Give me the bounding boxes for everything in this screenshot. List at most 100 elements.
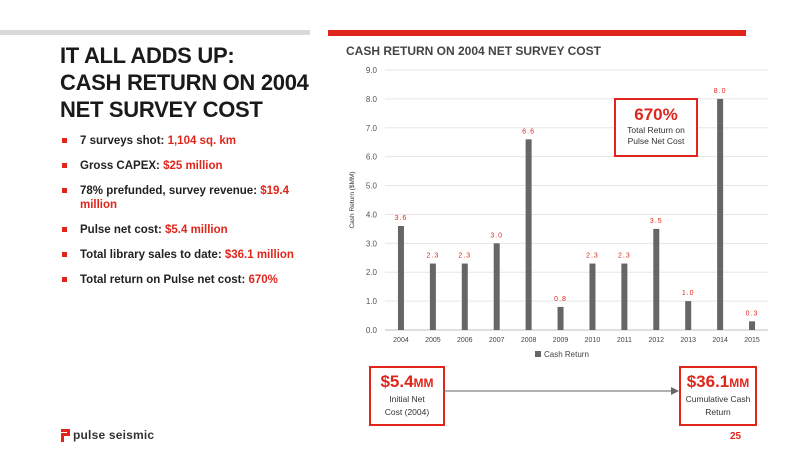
y-tick-label: 0.0 [366, 326, 378, 335]
bullet-text: Pulse net cost: [80, 224, 165, 236]
x-tick-label: 2015 [744, 337, 760, 344]
bullet-text: Total return on Pulse net cost: [80, 274, 249, 286]
cash-return-bar-chart: 0.0 1.0 2.0 3.0 4.0 5.0 6.0 7.0 8.0 9.0 Cash Retur… [349, 66, 768, 359]
top-red-rule [328, 30, 746, 36]
bar-2009 [557, 306, 564, 330]
x-tick-label: 2013 [680, 337, 696, 344]
data-label: 1.0 [682, 290, 695, 297]
bullet-item: Total library sales to date: $36.1 milli… [62, 248, 317, 262]
x-tick-label: 2008 [521, 337, 537, 344]
bullet-text: 7 surveys shot: [80, 135, 168, 147]
initial-cost-label-line-2: Cost (2004) [384, 407, 430, 417]
bullet-item: 78% prefunded, survey revenue: $19.4 mil… [62, 184, 317, 212]
x-tick-label: 2007 [489, 337, 505, 344]
bar-2012 [653, 228, 660, 330]
cumulative-return-unit: MM [729, 376, 750, 390]
bullet-highlight: $5.4 million [165, 224, 228, 236]
title-line-2: CASH RETURN ON 2004 [60, 70, 309, 95]
initial-cost-unit: MM [413, 376, 434, 390]
legend-swatch [535, 351, 541, 357]
bullet-text: Total library sales to date: [80, 249, 225, 261]
bar-2015 [749, 321, 756, 330]
y-tick-label: 7.0 [366, 124, 378, 133]
data-label: 0.3 [746, 310, 759, 317]
callout-label-line-2: Pulse Net Cost [627, 136, 685, 146]
bullet-highlight: $36.1 million [224, 249, 294, 261]
y-tick-label: 6.0 [366, 153, 378, 162]
bar-2011 [621, 263, 628, 330]
x-tick-label: 2011 [617, 337, 632, 344]
bar-2013 [685, 301, 692, 330]
logo-text: pulse seismic [73, 428, 155, 442]
cumulative-return-label-line-1: Cumulative Cash [685, 394, 751, 404]
y-tick-label: 1.0 [366, 297, 378, 306]
initial-net-cost-box: $5.4MM Initial Net Cost (2004) [369, 366, 445, 426]
bullet-item: Total return on Pulse net cost: 670% [62, 273, 317, 287]
bullet-square-icon [62, 188, 67, 193]
title-line-3: NET SURVEY COST [60, 97, 263, 122]
y-tick-label: 3.0 [366, 239, 378, 248]
data-label: 3.5 [650, 218, 663, 225]
x-tick-label: 2004 [393, 337, 409, 344]
y-tick-label: 5.0 [366, 182, 378, 191]
data-label: 3.0 [490, 232, 503, 239]
y-tick-label: 8.0 [366, 95, 378, 104]
bullet-highlight: $25 million [163, 160, 223, 172]
x-tick-label: 2010 [585, 337, 601, 344]
data-label: 2.3 [618, 253, 631, 260]
data-label: 8.0 [714, 88, 727, 95]
data-label: 2.3 [427, 253, 440, 260]
data-label: 3.6 [395, 215, 408, 222]
top-gray-rule [0, 30, 310, 35]
cumulative-return-box: $36.1MM Cumulative Cash Return [679, 366, 757, 426]
bar-2005 [429, 263, 436, 330]
bullet-highlight: 1,104 sq. km [167, 135, 236, 147]
cumulative-return-label-line-2: Return [705, 407, 731, 417]
bullet-text: Gross CAPEX: [80, 160, 164, 172]
bullet-item: 7 surveys shot: 1,104 sq. km [62, 134, 317, 148]
callout-label-line-1: Total Return on [627, 125, 685, 135]
cumulative-return-value: $36.1 [686, 372, 730, 391]
bar-2008 [525, 139, 532, 330]
data-label: 0.8 [554, 296, 567, 303]
page-number: 25 [730, 431, 742, 442]
initial-cost-label-line-1: Initial Net [389, 394, 425, 404]
title-line-1: IT ALL ADDS UP: [60, 43, 235, 68]
data-label: 6.6 [522, 128, 535, 135]
bar-2007 [493, 243, 500, 330]
bullet-item: Pulse net cost: $5.4 million [62, 223, 317, 237]
legend-label: Cash Return [544, 350, 589, 359]
y-tick-label: 2.0 [366, 268, 378, 277]
bar-2010 [589, 263, 596, 330]
bullet-item: Gross CAPEX: $25 million [62, 159, 317, 173]
logo-mark-icon [61, 428, 70, 442]
y-axis-label: Cash Return ($MM) [349, 171, 356, 228]
data-label: 2.3 [458, 253, 471, 260]
x-tick-label: 2006 [457, 337, 473, 344]
bullet-square-icon [62, 163, 67, 168]
data-label: 2.3 [586, 253, 599, 260]
bullet-highlight: $19.4 million [80, 185, 290, 211]
bullet-square-icon [62, 138, 67, 143]
bar-2014 [717, 98, 724, 330]
x-tick-label: 2014 [712, 337, 728, 344]
bullet-square-icon [62, 277, 67, 282]
bar-2004 [397, 226, 404, 330]
bullet-square-icon [62, 227, 67, 232]
bullet-highlight: 670% [248, 274, 278, 286]
x-tick-label: 2012 [649, 337, 665, 344]
page-title: IT ALL ADDS UP: CASH RETURN ON 2004 NET … [60, 42, 320, 123]
arrow-icon [443, 387, 679, 395]
chart-title: CASH RETURN ON 2004 NET SURVEY COST [346, 44, 601, 58]
bar-2006 [461, 263, 468, 330]
y-tick-label: 9.0 [366, 66, 378, 75]
bullet-list: 7 surveys shot: 1,104 sq. km Gross CAPEX… [62, 134, 317, 298]
initial-cost-value: $5.4 [380, 372, 414, 391]
x-tick-label: 2005 [425, 337, 441, 344]
total-return-callout: 670% Total Return on Pulse Net Cost [614, 98, 698, 157]
bullet-square-icon [62, 252, 67, 257]
callout-value: 670% [634, 105, 678, 124]
bullet-text: 78% prefunded, survey revenue: [80, 185, 261, 197]
pulse-seismic-logo: pulse seismic [61, 428, 154, 442]
x-tick-label: 2009 [553, 337, 569, 344]
